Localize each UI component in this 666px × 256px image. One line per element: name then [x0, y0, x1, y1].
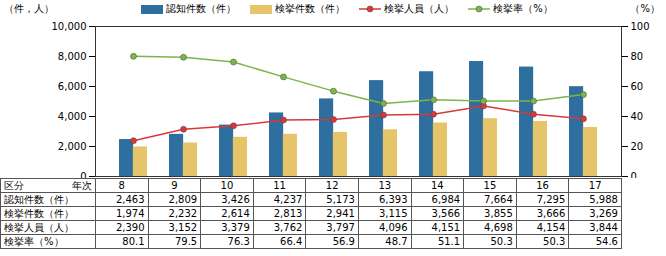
html-text:3,379: 3,379 [221, 222, 250, 233]
svg-text:6,000: 6,000 [58, 81, 87, 92]
html-text:13: 13 [378, 180, 392, 191]
svg-text:60: 60 [631, 81, 644, 92]
html-text:10: 10 [220, 180, 234, 191]
html-text:検挙率（%）: 検挙率（%） [493, 3, 553, 14]
html-text:7,664: 7,664 [484, 194, 513, 205]
html-text:17: 17 [588, 180, 602, 191]
html-text:51.1: 51.1 [437, 236, 461, 247]
html-text:16: 16 [536, 180, 549, 191]
html-text:認知件数（件）: 認知件数（件） [4, 194, 74, 205]
html-text:4,698: 4,698 [484, 222, 513, 233]
svg-text:20: 20 [631, 141, 644, 152]
html-text:4,154: 4,154 [536, 222, 566, 233]
html-text:認知件数（件）: 認知件数（件） [166, 3, 237, 14]
svg-text:0: 0 [80, 171, 86, 178]
html-text:7,295: 7,295 [536, 194, 566, 205]
html-text:4,096: 4,096 [378, 222, 408, 233]
html-text:3,115: 3,115 [378, 208, 408, 219]
html-text:14: 14 [431, 180, 444, 191]
html-text:3,152: 3,152 [168, 222, 198, 233]
html-text:検挙人員（人）: 検挙人員（人） [4, 222, 74, 233]
html-text:1,974: 1,974 [116, 208, 145, 219]
html-text:2,809: 2,809 [168, 194, 198, 205]
svg-text:4,000: 4,000 [58, 111, 87, 122]
html-text:4,151: 4,151 [431, 222, 461, 233]
html-text:8: 8 [118, 180, 125, 191]
html-text:3,426: 3,426 [221, 194, 250, 205]
html-text:3,797: 3,797 [326, 222, 355, 233]
html-text:56.9: 56.9 [332, 236, 355, 247]
html-text:66.4: 66.4 [280, 236, 303, 247]
html-text:3,269: 3,269 [589, 208, 618, 219]
html-text:検挙人員（人）: 検挙人員（人） [384, 3, 455, 14]
html-text:4,237: 4,237 [273, 194, 303, 205]
html-text:検挙率（%）: 検挙率（%） [4, 236, 64, 247]
html-text:80.1: 80.1 [122, 236, 145, 247]
html-text:2,813: 2,813 [273, 208, 303, 219]
svg-text:2,000: 2,000 [58, 141, 87, 152]
html-text:79.5: 79.5 [174, 236, 198, 247]
html-text:2,463: 2,463 [116, 194, 145, 205]
html-text:5,988: 5,988 [589, 194, 618, 205]
html-text:検挙件数（件）: 検挙件数（件） [4, 208, 74, 219]
html-text:12: 12 [325, 180, 339, 191]
html-text:6,984: 6,984 [431, 194, 461, 205]
svg-text:100: 100 [631, 21, 650, 32]
html-text:3,855: 3,855 [484, 208, 513, 219]
html-text:検挙件数（件）: 検挙件数（件） [275, 3, 346, 14]
html-text:48.7: 48.7 [385, 236, 408, 247]
html-text:76.3: 76.3 [227, 236, 250, 247]
html-text:区分: 区分 [4, 180, 24, 191]
svg-text:0: 0 [631, 171, 637, 178]
svg-text:80: 80 [631, 51, 644, 62]
html-text:9: 9 [171, 180, 178, 191]
html-text:3,566: 3,566 [431, 208, 461, 219]
html-text:5,173: 5,173 [326, 194, 355, 205]
html-text:3,844: 3,844 [589, 222, 618, 233]
html-text:2,390: 2,390 [116, 222, 145, 233]
html-text:（件，人）: （件，人） [4, 3, 54, 14]
html-text:2,941: 2,941 [326, 208, 355, 219]
html-text:2,232: 2,232 [168, 208, 198, 219]
html-text:50.3: 50.3 [543, 236, 566, 247]
svg-text:10,000: 10,000 [52, 21, 87, 32]
html-text:54.6: 54.6 [595, 236, 618, 247]
html-text:50.3: 50.3 [490, 236, 513, 247]
html-text:3,666: 3,666 [536, 208, 566, 219]
svg-text:8,000: 8,000 [58, 51, 87, 62]
html-text:3,762: 3,762 [273, 222, 303, 233]
svg-text:40: 40 [631, 111, 644, 122]
html-text:年次: 年次 [72, 180, 92, 191]
html-text:6,393: 6,393 [378, 194, 408, 205]
html-text:15: 15 [483, 180, 497, 191]
html-text:2,614: 2,614 [221, 208, 250, 219]
html-text:11: 11 [273, 180, 286, 191]
